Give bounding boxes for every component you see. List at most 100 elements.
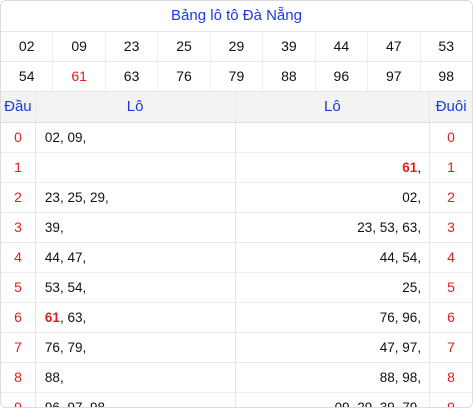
prize-number: 79 [211, 62, 264, 91]
header-dau: Đầu [1, 92, 36, 122]
lo-number: 96 [44, 400, 60, 408]
duoi-digit: 8 [447, 369, 455, 385]
lo-right-cell: 47, 97, [236, 333, 431, 362]
lo-number: 76 [44, 340, 60, 355]
header-lo-right: Lô [236, 92, 431, 122]
lo-number: 88 [44, 370, 60, 385]
lo-separator: , [417, 280, 422, 295]
lo-separator: , [59, 340, 68, 355]
lo-number: 23 [357, 220, 373, 235]
lo-row: 0 02, 09, 0 [1, 123, 472, 153]
dau-digit: 1 [1, 153, 36, 182]
lo-separator: , [394, 310, 403, 325]
dau-digit: 4 [1, 243, 36, 272]
lo-separator: , [417, 220, 422, 235]
lo-number: 44 [379, 250, 395, 265]
lo-separator: , [417, 160, 422, 175]
lo-left-cell: 44, 47, [36, 243, 236, 272]
lo-right-cell: 44, 54, [236, 243, 431, 272]
lo-separator: , [82, 190, 91, 205]
lo-separator: , [394, 250, 403, 265]
lo-header-row: Đầu Lô Lô Đuôi [1, 92, 472, 123]
lo-row: 2 23, 25, 29, 02, 2 [1, 183, 472, 213]
prize-number: 23 [106, 32, 159, 61]
lo-separator: , [417, 190, 422, 205]
lo-left-cell [36, 153, 236, 182]
lo-number: 02 [402, 190, 418, 205]
lo-left-cell: 39, [36, 213, 236, 242]
duoi-digit: 1 [447, 159, 455, 175]
dau-digit: 8 [1, 363, 36, 392]
lo-number: 47 [379, 340, 395, 355]
duoi-digit: 9 [447, 399, 455, 408]
lo-number: 53 [44, 280, 60, 295]
lo-separator: , [394, 400, 403, 408]
lo-separator: , [59, 220, 64, 235]
header-duoi: Đuôi [435, 98, 467, 115]
lo-separator: , [372, 220, 380, 235]
lo-right-cell: 23, 53, 63, [236, 213, 431, 242]
lo-separator: , [82, 400, 91, 408]
dau-digit: 7 [1, 333, 36, 362]
lo-number: 96 [402, 310, 418, 325]
lo-row: 8 88, 88, 98, 8 [1, 363, 472, 393]
lo-separator: , [82, 130, 87, 145]
lo-separator: , [59, 190, 68, 205]
lo-right-cell: 25, [236, 273, 431, 302]
lo-number: 29 [357, 400, 373, 408]
prize-number: 98 [438, 68, 454, 84]
prize-number: 96 [316, 62, 369, 91]
prize-number: 54 [1, 62, 54, 91]
lo-number: 39 [379, 400, 395, 408]
lo-separator: , [105, 190, 109, 205]
duoi-digit: 7 [447, 339, 455, 355]
lo-number: 54 [67, 280, 83, 295]
lo-right-cell [236, 123, 431, 152]
lo-number: 39 [44, 220, 60, 235]
lo-number: 25 [402, 280, 418, 295]
lo-separator: , [394, 340, 403, 355]
lo-separator: , [59, 310, 68, 325]
prize-number: 63 [106, 62, 159, 91]
dau-digit: 9 [1, 393, 36, 407]
lo-left-cell: 76, 79, [36, 333, 236, 362]
duoi-digit: 3 [447, 219, 455, 235]
lo-left-cell: 88, [36, 363, 236, 392]
lo-number: 76 [379, 310, 395, 325]
lo-separator: , [349, 400, 358, 408]
prize-number: 39 [263, 32, 316, 61]
prize-number: 44 [316, 32, 369, 61]
lo-separator: , [394, 370, 403, 385]
lo-separator: , [372, 400, 380, 408]
lo-separator: , [417, 310, 422, 325]
prize-number: 88 [263, 62, 316, 91]
prize-number: 02 [1, 32, 54, 61]
prize-number-special: 61 [53, 62, 106, 91]
duoi-digit: 4 [447, 249, 455, 265]
lo-number: 02 [44, 130, 60, 145]
prize-number: 29 [211, 32, 264, 61]
duoi-digit: 0 [447, 129, 455, 145]
lo-number: 79 [67, 340, 83, 355]
prize-number: 97 [368, 62, 421, 91]
lo-separator: , [82, 340, 87, 355]
lo-separator: , [82, 280, 87, 295]
lo-number-special: 61 [44, 310, 60, 325]
lo-separator: , [59, 280, 68, 295]
lo-number: 54 [402, 250, 418, 265]
lo-right-cell: 88, 98, [236, 363, 431, 392]
lo-number: 63 [67, 310, 83, 325]
lo-left-cell: 23, 25, 29, [36, 183, 236, 212]
lo-separator: , [82, 250, 87, 265]
lo-separator: , [417, 370, 422, 385]
prize-grid: 02 09 23 25 29 39 44 47 53 54 61 63 76 79 88 96 97 98 [1, 32, 472, 92]
lo-right-cell: 76, 96, [236, 303, 431, 332]
lo-number: 98 [90, 400, 106, 408]
lo-number: 23 [44, 190, 60, 205]
prize-number: 76 [158, 62, 211, 91]
lo-row: 4 44, 47, 44, 54, 4 [1, 243, 472, 273]
lo-number: 79 [402, 400, 418, 408]
prize-row: 02 09 23 25 29 39 44 47 53 [1, 32, 472, 62]
prize-number: 53 [438, 38, 454, 54]
